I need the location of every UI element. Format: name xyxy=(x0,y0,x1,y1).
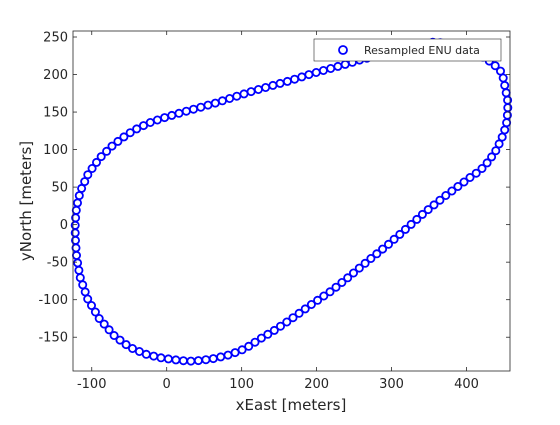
data-point xyxy=(90,307,100,317)
x-axis-title: xEast [meters] xyxy=(236,396,347,414)
data-point xyxy=(395,229,405,239)
data-point xyxy=(343,273,353,283)
data-point xyxy=(491,146,501,156)
data-point xyxy=(331,282,341,292)
data-point xyxy=(127,343,137,353)
data-point xyxy=(92,157,102,167)
data-point xyxy=(300,304,310,314)
data-point xyxy=(83,170,93,180)
data-point xyxy=(256,333,266,343)
data-point xyxy=(417,209,427,219)
data-point xyxy=(80,177,90,187)
y-tick-label: 150 xyxy=(43,106,68,121)
x-tick-label: 100 xyxy=(229,377,254,392)
data-point xyxy=(429,200,439,210)
x-tick-label: 200 xyxy=(304,377,329,392)
data-point xyxy=(244,341,254,351)
y-tick-label: 0 xyxy=(60,218,68,233)
data-point xyxy=(306,299,316,309)
x-tick-label: 0 xyxy=(163,377,171,392)
data-point xyxy=(121,340,131,350)
legend-entry-label: Resampled ENU data xyxy=(364,44,480,57)
y-axis-title: yNorth [meters] xyxy=(17,141,35,261)
data-point xyxy=(406,219,416,229)
data-point xyxy=(471,168,481,178)
data-point xyxy=(354,263,364,273)
data-point xyxy=(412,214,422,224)
data-point xyxy=(109,330,119,340)
data-point xyxy=(400,224,410,234)
data-point xyxy=(275,321,285,331)
y-tick-label: -50 xyxy=(47,256,68,271)
data-point xyxy=(250,337,260,347)
data-point xyxy=(465,172,475,182)
data-point xyxy=(263,329,273,339)
legend-box xyxy=(313,38,502,62)
data-point xyxy=(115,335,125,345)
y-tick-label: -100 xyxy=(38,293,68,308)
data-point xyxy=(104,325,114,335)
data-point xyxy=(366,253,376,263)
data-point xyxy=(319,291,329,301)
data-point xyxy=(494,139,504,149)
data-point xyxy=(269,325,279,335)
data-point xyxy=(360,258,370,268)
data-point xyxy=(132,124,142,134)
data-point xyxy=(313,295,323,305)
data-point xyxy=(288,313,298,323)
data-point xyxy=(282,317,292,327)
y-tick-label: 100 xyxy=(43,143,68,158)
data-point xyxy=(490,61,500,71)
data-point xyxy=(372,249,382,259)
data-point xyxy=(107,141,117,151)
data-point xyxy=(337,277,347,287)
data-point xyxy=(383,239,393,249)
data-point xyxy=(113,136,123,146)
data-point xyxy=(94,313,104,323)
axes-layer: -100 0 100 200 300 400 -150 -100 -50 0 50 100 150 200… xyxy=(38,30,511,392)
data-point xyxy=(477,163,487,173)
data-point xyxy=(389,234,399,244)
data-point xyxy=(378,244,388,254)
data-point xyxy=(125,128,135,138)
data-point xyxy=(96,152,106,162)
data-point xyxy=(482,158,492,168)
x-tick-label: 400 xyxy=(454,377,479,392)
data-point xyxy=(441,190,451,200)
data-point xyxy=(87,163,97,173)
data-point xyxy=(325,287,335,297)
data-point xyxy=(102,146,112,156)
y-tick-label: 50 xyxy=(51,181,68,196)
y-tick-label: 200 xyxy=(43,68,68,83)
axes-box xyxy=(72,30,511,372)
y-tick-label: -150 xyxy=(38,331,68,346)
y-tick-label: 250 xyxy=(43,31,68,46)
x-tick-label: -100 xyxy=(77,377,107,392)
data-point xyxy=(487,152,497,162)
data-point xyxy=(459,177,469,187)
data-point xyxy=(423,205,433,215)
x-tick-label: 300 xyxy=(379,377,404,392)
legend: Resampled ENU data xyxy=(313,38,502,62)
data-point xyxy=(87,300,97,310)
data-point xyxy=(447,186,457,196)
data-point xyxy=(348,268,358,278)
data-point xyxy=(119,132,129,142)
legend-marker xyxy=(338,45,348,55)
data-point xyxy=(435,195,445,205)
data-point xyxy=(99,319,109,329)
data-point xyxy=(294,308,304,318)
data-point xyxy=(453,181,463,191)
